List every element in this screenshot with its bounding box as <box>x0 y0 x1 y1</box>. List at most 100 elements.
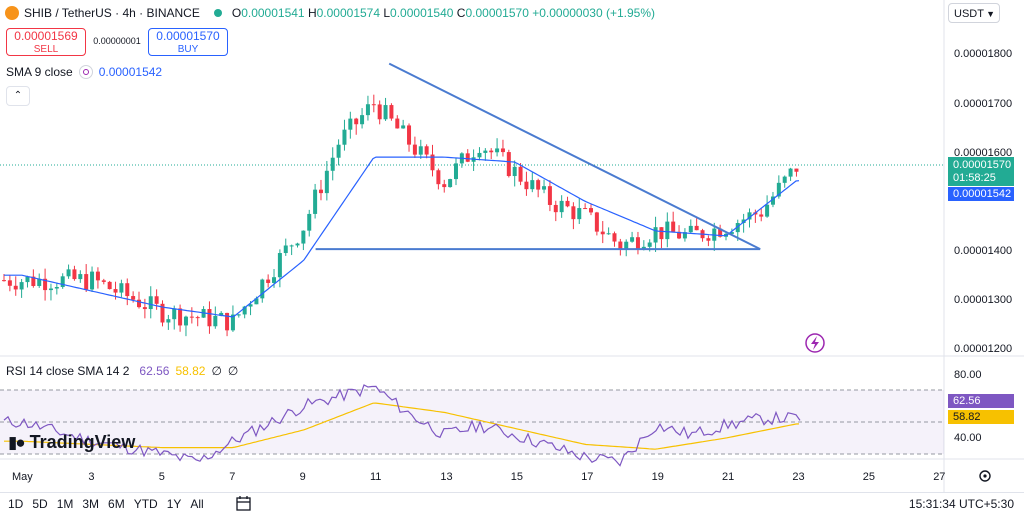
candle-body <box>360 115 365 125</box>
candle-body <box>330 157 335 171</box>
chart-header: SHIB / TetherUS · 4h · BINANCE O0.000015… <box>0 4 655 22</box>
market-status-icon <box>213 9 222 17</box>
candle-body <box>594 212 599 232</box>
bar-countdown: 01:58:25 <box>953 172 996 184</box>
time-tick: 15 <box>511 471 523 483</box>
candle-body <box>671 221 676 232</box>
candle-body <box>225 312 230 331</box>
range-1d[interactable]: 1D <box>8 497 24 511</box>
candle-body <box>43 278 48 291</box>
currency-select[interactable]: USDT ▼ <box>948 3 1000 23</box>
range-1y[interactable]: 1Y <box>166 497 182 511</box>
price-tick: 0.00001400 <box>954 245 1012 257</box>
time-tick: May <box>12 471 33 483</box>
candle-body <box>160 303 165 323</box>
candle-body <box>735 223 740 233</box>
candle-body <box>647 242 652 247</box>
sma-legend[interactable]: SMA 9 close 0.00001542 <box>6 65 162 79</box>
candle-body <box>512 166 517 177</box>
sell-button[interactable]: 0.00001569 SELL <box>6 28 86 56</box>
time-tick: 27 <box>933 471 945 483</box>
descending-trendline[interactable] <box>388 62 761 251</box>
candle-body <box>477 152 482 158</box>
candle-body <box>72 269 77 280</box>
candle-body <box>248 304 253 307</box>
candle-body <box>84 274 89 290</box>
candle-body <box>465 153 470 162</box>
candle-body <box>377 104 382 120</box>
gear-icon[interactable] <box>979 470 991 482</box>
candle-body <box>436 170 441 185</box>
time-tick: 7 <box>229 471 235 483</box>
symbol-title[interactable]: SHIB / TetherUS · 4h · BINANCE <box>24 6 200 20</box>
range-selector: 1D 5D 1M 3M 6M YTD 1Y All <box>8 497 204 511</box>
candle-body <box>242 306 247 315</box>
range-3m[interactable]: 3M <box>82 497 100 511</box>
range-all[interactable]: All <box>190 497 204 511</box>
candle-body <box>677 231 682 239</box>
candle-body <box>553 204 558 213</box>
chevron-down-icon: ▼ <box>986 9 995 19</box>
candle-body <box>7 280 12 286</box>
candle-body <box>119 283 124 293</box>
candle-body <box>195 317 200 319</box>
candle-body <box>207 309 212 327</box>
candle-body <box>395 118 400 129</box>
candle-body <box>131 296 136 300</box>
candle-body <box>336 144 341 158</box>
tradingview-logo[interactable]: ▮● TradingView <box>8 432 135 453</box>
candle-body <box>524 181 529 190</box>
range-1m[interactable]: 1M <box>56 497 74 511</box>
candle-body <box>718 228 723 237</box>
buy-label: BUY <box>177 44 199 55</box>
candle-body <box>219 312 224 316</box>
rsi-extra-value: ∅ <box>211 364 222 378</box>
buy-button[interactable]: 0.00001570 BUY <box>148 28 228 56</box>
clock[interactable]: 15:31:34 UTC+5:30 <box>908 497 1014 511</box>
buy-price: 0.00001570 <box>156 29 220 43</box>
rsi-value-badge: 62.56 <box>948 394 1014 408</box>
rsi-value: 62.56 <box>139 364 170 378</box>
current-price-value: 0.00001570 <box>953 159 1012 171</box>
candle-body <box>665 221 670 240</box>
time-axis[interactable]: May 3 5 7 9 11 13 15 17 19 21 23 25 27 <box>12 471 945 483</box>
time-tick: 5 <box>159 471 165 483</box>
candle-body <box>189 316 194 318</box>
candle-body <box>500 148 505 153</box>
time-tick: 11 <box>370 471 381 483</box>
candle-body <box>90 271 95 290</box>
calendar-icon[interactable] <box>236 496 252 511</box>
candle-body <box>277 253 282 278</box>
candle-body <box>142 307 147 310</box>
candle-body <box>66 269 71 277</box>
candle-body <box>383 105 388 120</box>
candle-body <box>589 208 593 213</box>
tradingview-mark-icon: ▮● <box>8 432 26 452</box>
candle-body <box>489 150 494 153</box>
candle-body <box>612 233 617 242</box>
current-price-badge: 0.00001570 01:58:25 <box>948 157 1014 186</box>
rsi-label: RSI 14 close SMA 14 2 <box>6 364 130 378</box>
lightning-icon[interactable] <box>805 333 825 353</box>
rsi-legend[interactable]: RSI 14 close SMA 14 2 62.56 58.82 ∅ ∅ <box>6 364 238 378</box>
candle-body <box>178 308 183 326</box>
candle-body <box>25 276 30 283</box>
candle-body <box>442 184 447 188</box>
range-ytd[interactable]: YTD <box>133 497 158 511</box>
range-6m[interactable]: 6M <box>108 497 125 511</box>
rsi-sma-value: 58.82 <box>175 364 206 378</box>
collapse-legend-button[interactable]: ⌃ <box>6 86 30 106</box>
sell-price: 0.00001569 <box>14 29 78 43</box>
price-tick: 0.00001800 <box>954 48 1012 60</box>
candle-body <box>418 146 423 155</box>
candle-body <box>430 154 435 171</box>
time-tick: 25 <box>863 471 875 483</box>
candle-body <box>641 246 646 250</box>
sma-value: 0.00001542 <box>98 65 163 79</box>
range-5d[interactable]: 5D <box>32 497 48 511</box>
time-tick: 9 <box>300 471 306 483</box>
indicator-settings-icon[interactable] <box>78 65 93 79</box>
bottom-toolbar <box>0 492 1024 517</box>
candle-body <box>283 245 288 254</box>
